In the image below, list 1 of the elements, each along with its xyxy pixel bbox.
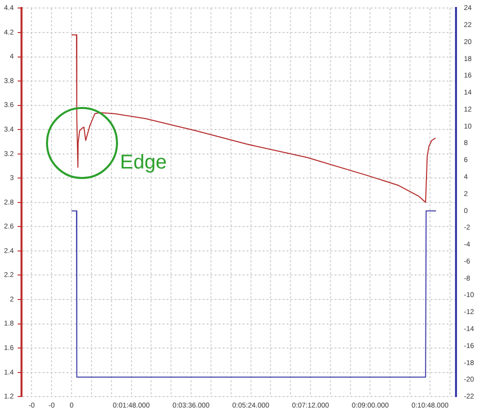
annotation: Edge	[120, 152, 167, 174]
